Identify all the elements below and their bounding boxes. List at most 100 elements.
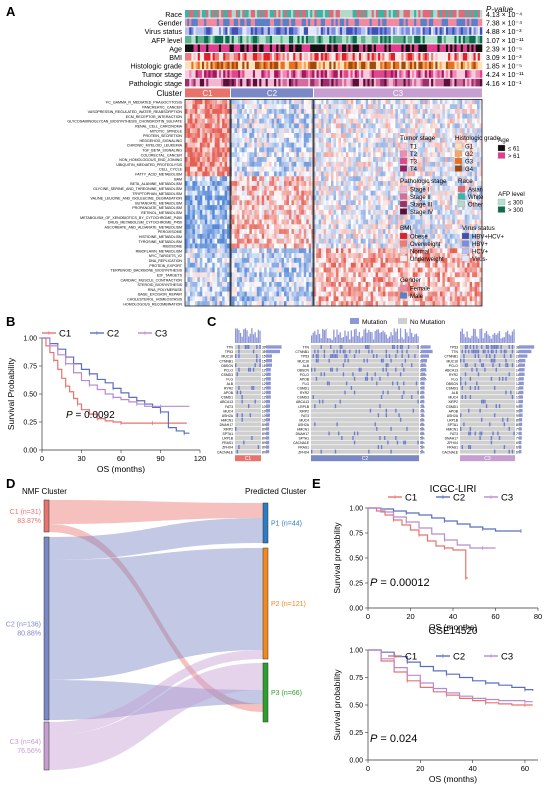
heatmap-cell — [410, 171, 413, 177]
annotation-cell — [352, 35, 356, 44]
annotation-cell — [286, 44, 290, 52]
annotation-cell — [361, 10, 364, 18]
annotation-cell — [263, 78, 266, 87]
heatmap-cell — [197, 171, 201, 177]
heatmap-cell — [212, 219, 215, 225]
heatmap-cell — [378, 238, 381, 244]
heatmap-cell — [358, 109, 361, 115]
heatmap-cell — [194, 209, 198, 215]
annotation-cell — [235, 27, 239, 35]
annotation-cell — [301, 18, 305, 27]
heatmap-cell — [338, 171, 342, 177]
heatmap-cell — [246, 243, 250, 249]
heatmap-cell — [321, 133, 324, 139]
heatmap-cell — [187, 99, 191, 105]
heatmap-cell — [459, 128, 463, 134]
heatmap-cell — [192, 142, 196, 148]
heatmap-cell — [239, 176, 243, 182]
heatmap-cell — [199, 185, 203, 191]
annotation-cell — [195, 78, 199, 87]
heatmap-cell — [244, 99, 248, 105]
heatmap-cell — [333, 190, 337, 196]
heatmap-cell — [338, 99, 342, 105]
annotation-cell — [308, 70, 311, 78]
heatmap-cell — [313, 209, 317, 215]
heatmap-cell — [298, 142, 302, 148]
heatmap-cell — [462, 190, 465, 196]
heatmap-cell — [425, 209, 428, 215]
heatmap-cell — [365, 147, 369, 153]
annotation-cell — [460, 78, 464, 87]
annotation-cell — [352, 78, 356, 87]
heatmap-cell — [348, 166, 352, 172]
annotation-cell — [339, 35, 343, 44]
heatmap-cell — [345, 243, 349, 249]
heatmap-cell — [303, 118, 307, 124]
heatmap-cell — [199, 200, 203, 206]
annotation-cell — [369, 10, 372, 18]
annotation-cell — [424, 18, 428, 27]
heatmap-cell — [194, 113, 198, 119]
heatmap-cell — [378, 161, 381, 167]
annotation-cell — [471, 78, 474, 87]
heatmap-cell — [348, 209, 352, 215]
heatmap-cell — [224, 99, 228, 105]
heatmap-cell — [340, 104, 344, 110]
annotation-cell — [286, 18, 290, 27]
heatmap-cell — [405, 137, 408, 143]
annotation-cell — [437, 35, 440, 44]
annotation-cell — [473, 61, 476, 70]
heatmap-cell — [264, 181, 267, 187]
heatmap-cell — [397, 190, 401, 196]
heatmap-cell — [365, 152, 369, 158]
heatmap-cell — [380, 99, 384, 105]
annotation-cell — [227, 70, 230, 78]
heatmap-cell — [318, 157, 322, 163]
heatmap-cell — [422, 104, 426, 110]
annotation-cell — [479, 44, 483, 52]
heatmap-cell — [343, 200, 347, 206]
heatmap-cell — [318, 224, 322, 230]
annotation-cell — [333, 27, 336, 35]
annotation-cell — [333, 78, 336, 87]
heatmap-cell — [355, 147, 359, 153]
heatmap-cell — [276, 104, 280, 110]
heatmap-cell — [308, 190, 312, 196]
heatmap-cell — [338, 229, 342, 235]
heatmap-cell — [363, 142, 366, 148]
annotation-cell — [462, 35, 466, 44]
annotation-cell — [242, 78, 245, 87]
heatmap-cell — [395, 142, 399, 148]
heatmap-cell — [254, 219, 257, 225]
annotation-cell — [210, 53, 213, 61]
heatmap-cell — [360, 224, 364, 230]
heatmap-cell — [477, 118, 480, 124]
heatmap-cell — [444, 104, 448, 110]
heatmap-cell — [432, 123, 436, 129]
heatmap-cell — [385, 147, 389, 153]
heatmap-cell — [358, 161, 361, 167]
heatmap-cell — [328, 243, 332, 249]
annotation-cell — [369, 35, 372, 44]
heatmap-cell — [288, 113, 292, 119]
heatmap-cell — [214, 118, 218, 124]
heatmap-cell — [189, 219, 193, 225]
heatmap-cell — [350, 185, 354, 191]
heatmap-cell — [365, 104, 369, 110]
heatmap-cell — [234, 161, 238, 167]
heatmap-cell — [400, 214, 403, 220]
annotation-cell — [310, 35, 313, 44]
heatmap-cell — [224, 142, 228, 148]
heatmap-cell — [236, 128, 240, 134]
heatmap-cell — [323, 200, 327, 206]
heatmap-cell — [437, 243, 441, 249]
heatmap-cell — [291, 229, 295, 235]
heatmap-cell — [350, 224, 354, 230]
heatmap-cell — [204, 157, 208, 163]
heatmap-cell — [222, 128, 225, 134]
heatmap-cell — [241, 104, 245, 110]
heatmap-cell — [303, 157, 307, 163]
heatmap-cell — [298, 171, 302, 177]
heatmap-cell — [271, 200, 275, 206]
heatmap-cell — [293, 152, 297, 158]
